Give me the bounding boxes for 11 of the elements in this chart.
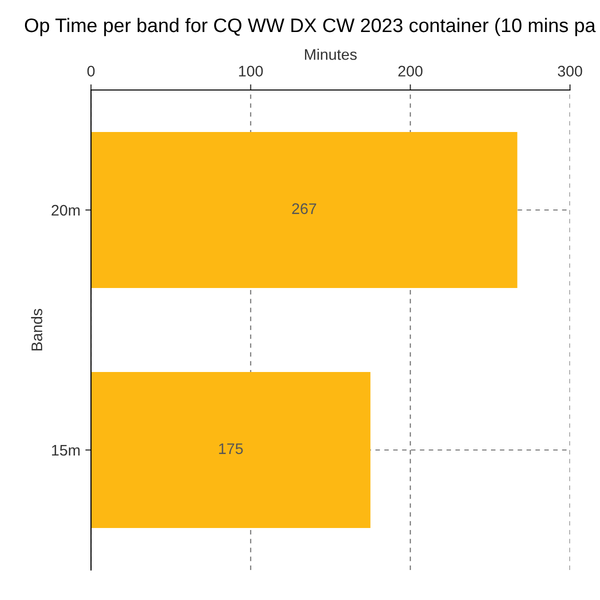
y-tick-label: 20m [52, 204, 80, 216]
data-label: 267 [292, 203, 316, 214]
y-axis-title: Bands [31, 308, 42, 350]
y-tick-label: 15m [52, 445, 80, 456]
x-tick-label: 200 [398, 66, 422, 77]
x-tick-label: 100 [239, 66, 263, 77]
chart-title: Op Time per band for CQ WW DX CW 2023 container (10 mins pa [24, 18, 596, 36]
x-tick-label: 0 [87, 66, 95, 77]
x-tick-label: 300 [558, 66, 582, 77]
data-label: 175 [219, 443, 243, 454]
x-axis-title: Minutes [305, 48, 357, 60]
